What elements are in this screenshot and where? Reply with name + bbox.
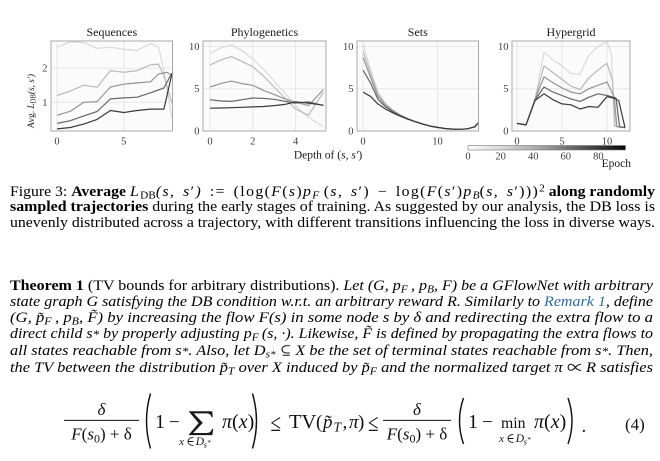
svg-text:−: −	[169, 412, 180, 433]
svg-text:s: s	[524, 438, 527, 447]
svg-text:5: 5	[559, 137, 564, 148]
svg-text:Depth of (s, s′): Depth of (s, s′)	[294, 150, 362, 162]
svg-text:5: 5	[194, 84, 199, 95]
svg-text:p̃: p̃	[321, 412, 333, 433]
svg-text:π(x): π(x)	[534, 411, 566, 433]
svg-text:*: *	[527, 435, 531, 444]
svg-text:10: 10	[498, 42, 509, 53]
svg-text:80: 80	[593, 152, 604, 163]
svg-text:Phylogenetics: Phylogenetics	[231, 25, 299, 39]
svg-text:T: T	[334, 420, 343, 435]
svg-text:10: 10	[343, 42, 354, 53]
svg-text:20: 20	[495, 152, 506, 163]
svg-text:10: 10	[432, 137, 443, 148]
svg-text:Sets: Sets	[408, 25, 428, 39]
svg-text:1: 1	[468, 411, 478, 433]
svg-text:F(s0) + δ: F(s0) + δ	[386, 425, 447, 446]
svg-text:): )	[358, 412, 364, 433]
svg-text:2: 2	[250, 137, 255, 148]
svg-text:D: D	[195, 436, 205, 448]
svg-text:D: D	[515, 433, 525, 445]
svg-text:Epoch: Epoch	[602, 158, 632, 170]
svg-text:x: x	[498, 433, 504, 445]
svg-text:.: .	[582, 416, 587, 437]
svg-text:4: 4	[293, 137, 299, 148]
svg-text:10: 10	[602, 137, 613, 148]
svg-text:0: 0	[54, 137, 59, 148]
svg-text:(: (	[316, 412, 322, 433]
svg-text:5: 5	[503, 84, 508, 95]
svg-text:40: 40	[528, 152, 539, 163]
svg-text:*: *	[207, 438, 211, 447]
svg-text:0: 0	[514, 137, 519, 148]
svg-text:≤: ≤	[368, 409, 378, 437]
svg-text:π: π	[349, 412, 359, 433]
svg-text:1: 1	[155, 411, 165, 433]
svg-text:min: min	[501, 415, 526, 432]
svg-text:,: ,	[343, 412, 348, 433]
svg-text:0: 0	[503, 127, 508, 138]
svg-text:≤: ≤	[271, 409, 281, 437]
svg-text:60: 60	[561, 152, 572, 163]
svg-text:π(x): π(x)	[222, 411, 254, 433]
svg-text:TV: TV	[289, 411, 317, 433]
svg-text:0: 0	[465, 152, 470, 163]
svg-text:F(s0) + δ: F(s0) + δ	[70, 425, 131, 446]
svg-text:0: 0	[348, 127, 353, 138]
svg-text:0: 0	[194, 127, 199, 138]
svg-text:Sequences: Sequences	[86, 25, 137, 39]
svg-text:δ: δ	[413, 400, 422, 419]
svg-text:−: −	[482, 412, 493, 433]
svg-text:2: 2	[42, 64, 47, 75]
svg-text:1: 1	[42, 98, 47, 109]
svg-text:δ: δ	[98, 400, 107, 419]
svg-text:Avg. LDB(s, s′): Avg. LDB(s, s′)	[26, 74, 38, 129]
svg-text:5: 5	[348, 84, 353, 95]
svg-text:(4): (4)	[625, 415, 645, 434]
svg-text:x: x	[178, 436, 184, 448]
svg-text:5: 5	[121, 137, 126, 148]
svg-text:s: s	[204, 441, 207, 450]
svg-text:0: 0	[360, 137, 365, 148]
svg-text:10: 10	[189, 42, 200, 53]
svg-text:Hypergrid: Hypergrid	[546, 25, 595, 39]
svg-text:0: 0	[207, 137, 212, 148]
